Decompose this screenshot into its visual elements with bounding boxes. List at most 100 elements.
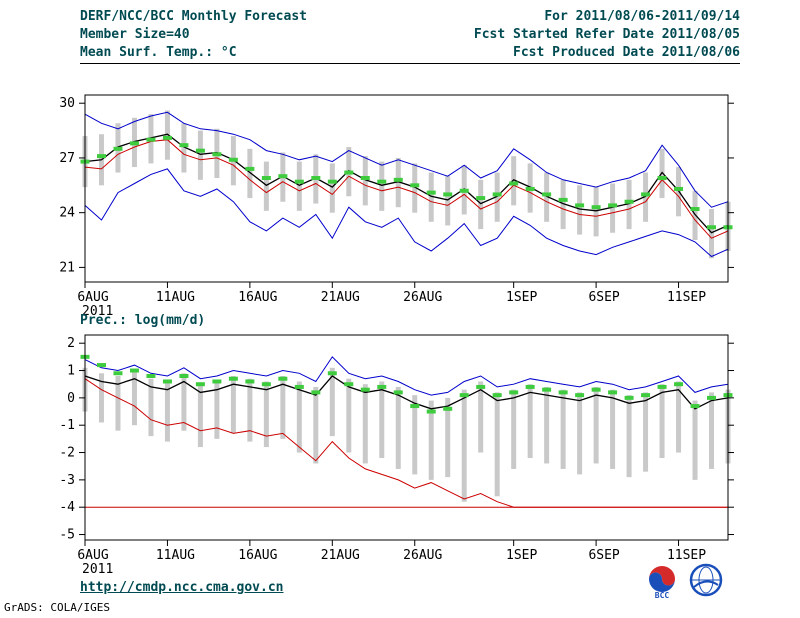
precip-spread-bar — [230, 376, 236, 434]
precip-ytick-label: -2 — [59, 446, 75, 461]
precip-ytick-label: 0 — [67, 391, 75, 406]
temp-xtick-label: 26AUG — [403, 290, 442, 305]
temp-ytick-label: 27 — [59, 151, 75, 166]
precip-xtick-label: 11SEP — [667, 548, 706, 563]
page-title: DERF/NCC/BCC Monthly Forecast — [80, 9, 307, 24]
precip-spread-bar — [577, 392, 583, 475]
precip-spread-bar — [412, 395, 418, 475]
precip-spread-bar — [676, 381, 682, 453]
precip-xtick-label: 6AUG — [77, 548, 108, 563]
precip-control-line — [84, 378, 728, 508]
precip-spread-bar — [214, 381, 220, 439]
precip-spread-bar — [560, 389, 566, 469]
precip-spread-bar — [115, 376, 121, 431]
precip-spread-bar — [148, 378, 154, 437]
temp-xtick-label: 21AUG — [321, 290, 360, 305]
bcc-logo-red-swirl — [649, 566, 675, 586]
precip-xtick-label: 1SEP — [506, 548, 537, 563]
temp-spread-bar — [197, 130, 203, 180]
precip-ens-mean-line — [84, 375, 729, 410]
temp-spread-bar — [395, 157, 401, 208]
precip-spread-bar — [197, 384, 203, 448]
temp-xtick-label: 6AUG — [77, 290, 108, 305]
temp-spread-bar — [494, 172, 500, 222]
temp-spread-bar — [478, 179, 484, 230]
fcst-produced-date: Fcst Produced Date 2011/08/06 — [513, 45, 740, 60]
temp-spread-bar — [709, 209, 715, 259]
temp-spread-bar — [412, 163, 418, 213]
precip-spread-bar — [346, 378, 352, 453]
precip-spread-bar — [610, 389, 616, 469]
bcc-logo-text: BCC — [655, 591, 670, 599]
precip-spread-bar — [428, 400, 434, 480]
temperature-chart: 21 24 27 30 6AUG 11AUG 16AUG 21AUG 26AUG 1SEP 6SEP… — [59, 94, 734, 317]
precip-spread-bar — [626, 395, 632, 478]
bcc-logo-blue-swirl — [649, 572, 675, 592]
cmdp-link[interactable]: http://cmdp.ncc.cma.gov.cn — [80, 580, 284, 595]
temp-ytick-label: 21 — [59, 260, 75, 275]
temp-spread-bar — [626, 179, 632, 230]
precip-spread-bar — [164, 381, 170, 442]
temp-ens-mean-line — [84, 133, 729, 234]
temp-spread-bar — [181, 123, 187, 173]
ncc-logo — [689, 563, 723, 597]
precip-ytick-label: -4 — [59, 500, 75, 515]
precip-spread-bar — [362, 384, 368, 464]
precip-spread-bar — [659, 384, 665, 458]
precip-ytick-label: 2 — [67, 336, 75, 351]
precip-spread-bar — [98, 373, 104, 423]
precip-spread-bar — [511, 389, 517, 469]
temp-spread-bar — [296, 161, 302, 211]
temp-xtick-label: 16AUG — [238, 290, 277, 305]
precip-ytick-label: -5 — [59, 528, 75, 543]
temp-xtick-label: 1SEP — [506, 290, 537, 305]
temp-spread-bar — [263, 161, 269, 211]
precip-spread-bar — [395, 386, 401, 469]
precip-year-label: 2011 — [82, 562, 113, 577]
temp-year-label: 2011 — [82, 304, 113, 317]
precip-spread-bar — [181, 373, 187, 431]
forecast-range: For 2011/08/06-2011/09/14 — [544, 9, 740, 24]
precip-spread-bar — [247, 378, 253, 442]
temp-ytick-label: 30 — [59, 96, 75, 111]
temp-frame — [84, 94, 729, 283]
precip-spread-bar — [131, 370, 137, 426]
precip-spread-bar — [296, 381, 302, 453]
precip-xtick-label: 11AUG — [156, 548, 195, 563]
temp-ens-max-line — [84, 111, 729, 208]
precip-spread-bar — [379, 381, 385, 458]
precip-ens-max-line — [84, 356, 729, 396]
temp-xtick-label: 6SEP — [588, 290, 619, 305]
variable-label-precip: Prec.: log(mm/d) — [80, 313, 206, 328]
temp-spread-bar — [544, 172, 550, 222]
grads-credit: GrADS: COLA/IGES — [4, 601, 110, 614]
precip-frame — [84, 334, 729, 541]
precip-spread-bar — [313, 386, 319, 464]
variable-label-temp: Mean Surf. Temp.: °C — [80, 45, 237, 60]
precip-ytick-label: -3 — [59, 473, 75, 488]
precip-xtick-label: 6SEP — [588, 548, 619, 563]
ncc-logo-swoosh — [693, 580, 719, 588]
bcc-logo: BCC — [649, 566, 675, 599]
temp-spread-bar — [247, 148, 253, 199]
precip-spread-bar — [643, 392, 649, 472]
precip-xtick-label: 26AUG — [403, 548, 442, 563]
precip-spread-bar — [280, 376, 286, 439]
precip-spread-bar — [494, 392, 500, 497]
precip-spread-bar — [329, 367, 335, 437]
temp-spread-bar — [593, 187, 599, 237]
precip-xtick-label: 16AUG — [238, 548, 277, 563]
precip-spread-bar — [544, 386, 550, 464]
temp-spread-bar — [560, 179, 566, 230]
ncc-logo-ring — [689, 563, 723, 597]
precip-ytick-label: -1 — [59, 418, 75, 433]
temp-spread-bar — [445, 176, 451, 226]
fcst-started-date: Fcst Started Refer Date 2011/08/05 — [473, 27, 740, 42]
precip-spread-bar — [527, 384, 533, 458]
precip-spread-bar — [478, 381, 484, 453]
temp-spread-bar — [362, 156, 368, 206]
precip-spread-bar — [263, 381, 269, 448]
temp-xtick-label: 11AUG — [156, 290, 195, 305]
